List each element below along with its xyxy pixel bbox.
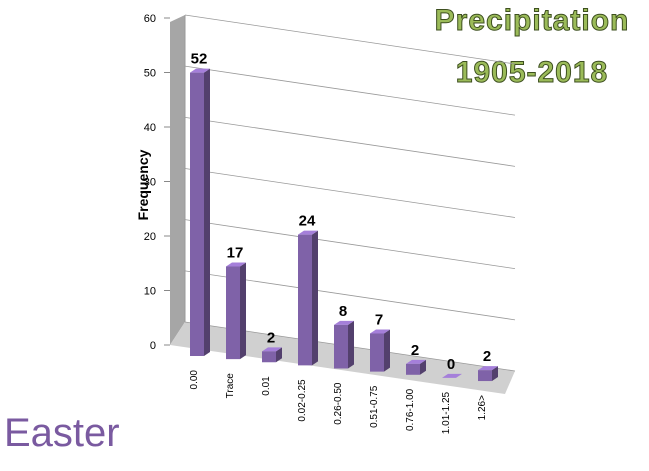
bar-face — [262, 347, 282, 352]
bar-face — [334, 320, 354, 325]
value-label: 7 — [375, 312, 383, 329]
chart-label: Easter — [4, 411, 120, 455]
value-label: 2 — [411, 342, 419, 359]
chart-title: Precipitation — [435, 4, 630, 37]
x-tick-label: 0.26-0.50 — [333, 382, 344, 425]
x-tick-label: 1.01-1.25 — [441, 391, 452, 434]
bar-face — [312, 230, 318, 366]
bar-face — [370, 329, 390, 334]
y-tick-label: 30 — [144, 177, 156, 189]
grid-line — [184, 65, 516, 116]
value-label: 24 — [299, 213, 316, 230]
bar — [334, 320, 354, 369]
value-label: 2 — [267, 329, 275, 346]
bar-face — [370, 333, 384, 372]
bar-face — [298, 234, 312, 366]
bar-face — [226, 266, 240, 360]
bar-face — [420, 359, 426, 375]
grid-line — [184, 168, 516, 218]
y-tick-label: 60 — [144, 13, 156, 25]
grid-line — [184, 219, 516, 270]
bar-face — [478, 370, 492, 382]
bar-face — [204, 68, 210, 356]
x-tick-label: 0.01 — [261, 376, 272, 396]
grid-line — [184, 14, 516, 65]
bar — [478, 366, 498, 382]
y-tick-label: 20 — [144, 231, 156, 243]
y-tick-label: 40 — [144, 122, 156, 134]
bar-face — [298, 230, 318, 235]
value-label: 17 — [227, 244, 244, 261]
bar-face — [190, 72, 204, 356]
value-label: 0 — [447, 356, 455, 373]
bar-face — [334, 324, 348, 369]
x-tick-label: Trace — [225, 373, 236, 399]
bar-face — [442, 373, 462, 378]
x-tick-label: 0.51-0.75 — [369, 385, 380, 428]
value-label: 2 — [483, 348, 491, 365]
bar-face — [226, 262, 246, 267]
bar-face — [348, 320, 354, 369]
bar-face — [492, 366, 498, 382]
y-tick-label: 10 — [144, 286, 156, 298]
bar-face — [240, 262, 246, 360]
x-tick-label: 0.00 — [189, 370, 200, 390]
grid-line — [184, 116, 516, 167]
bar — [442, 373, 462, 378]
y-axis-label: Frequency — [135, 149, 151, 220]
bar — [370, 329, 390, 372]
y-tick-label: 0 — [150, 340, 156, 352]
bar-face — [384, 329, 390, 372]
y-tick-label: 50 — [144, 68, 156, 80]
bar — [262, 347, 282, 363]
bar-face — [276, 347, 282, 363]
bar-face — [262, 351, 276, 363]
value-label: 8 — [339, 303, 347, 320]
chart-subtitle: 1905-2018 — [456, 56, 608, 89]
bar-face — [478, 366, 498, 371]
side-wall — [170, 15, 185, 345]
value-label: 52 — [191, 51, 208, 68]
bar — [406, 359, 426, 375]
x-tick-label: 0.76-1.00 — [405, 388, 416, 431]
bar-face — [190, 68, 210, 73]
bar — [298, 230, 318, 366]
bar — [190, 68, 210, 356]
bar — [226, 262, 246, 360]
x-tick-label: 0.02-0.25 — [297, 379, 308, 422]
x-tick-label: 1.26> — [477, 395, 488, 420]
bar-face — [406, 363, 420, 375]
bar-face — [406, 359, 426, 364]
